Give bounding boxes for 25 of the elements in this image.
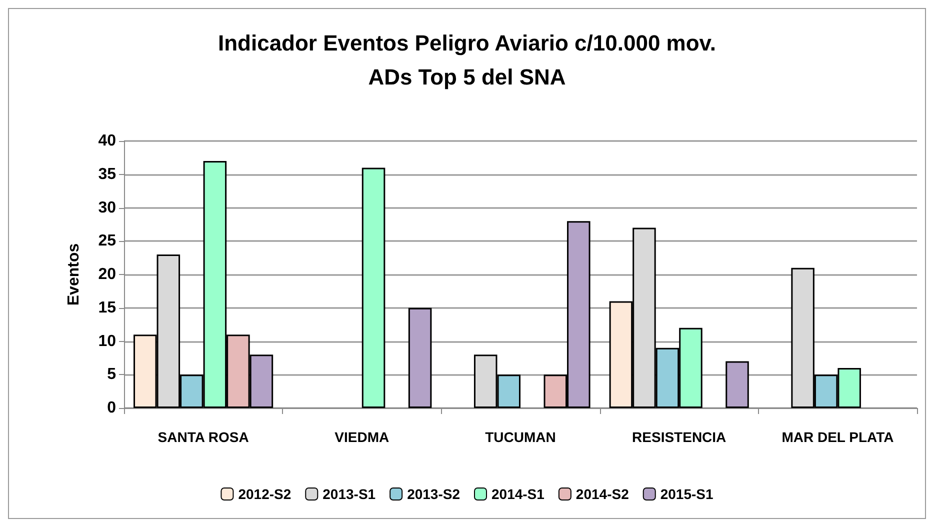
chart-title: Indicador Eventos Peligro Aviario c/10.000 mov. ADs Top 5 del SNA [218, 30, 716, 90]
y-tick-label: 35 [98, 166, 116, 183]
x-tick-label: VIEDMA [334, 429, 390, 445]
x-tick-label: SANTA ROSA [158, 429, 249, 445]
y-tick-label: 0 [107, 400, 116, 416]
legend-label: 2013-S1 [322, 486, 376, 502]
y-tick-label: 30 [98, 199, 116, 216]
legend-label: 2012-S2 [238, 486, 292, 502]
y-axis-title: Eventos [66, 243, 82, 306]
y-tick-label: 5 [107, 366, 116, 384]
legend-label: 2013-S2 [407, 486, 460, 502]
bar [408, 308, 432, 408]
x-tick-label: MAR DEL PLATA [782, 429, 894, 445]
y-tick-label: 15 [98, 299, 116, 316]
x-tick-label: RESISTENCIA [632, 429, 726, 445]
legend-label: 2015-S1 [660, 486, 714, 502]
y-tick-label: 20 [98, 266, 116, 283]
legend-label: 2014-S2 [576, 486, 630, 502]
y-tick-label: 25 [98, 232, 116, 250]
y-tick-label: 10 [98, 332, 116, 350]
y-tick-label: 40 [98, 132, 116, 150]
bar [362, 168, 386, 408]
bar [726, 361, 749, 408]
x-tick-label: TUCUMAN [485, 429, 556, 445]
legend-label: 2014-S1 [492, 486, 545, 502]
